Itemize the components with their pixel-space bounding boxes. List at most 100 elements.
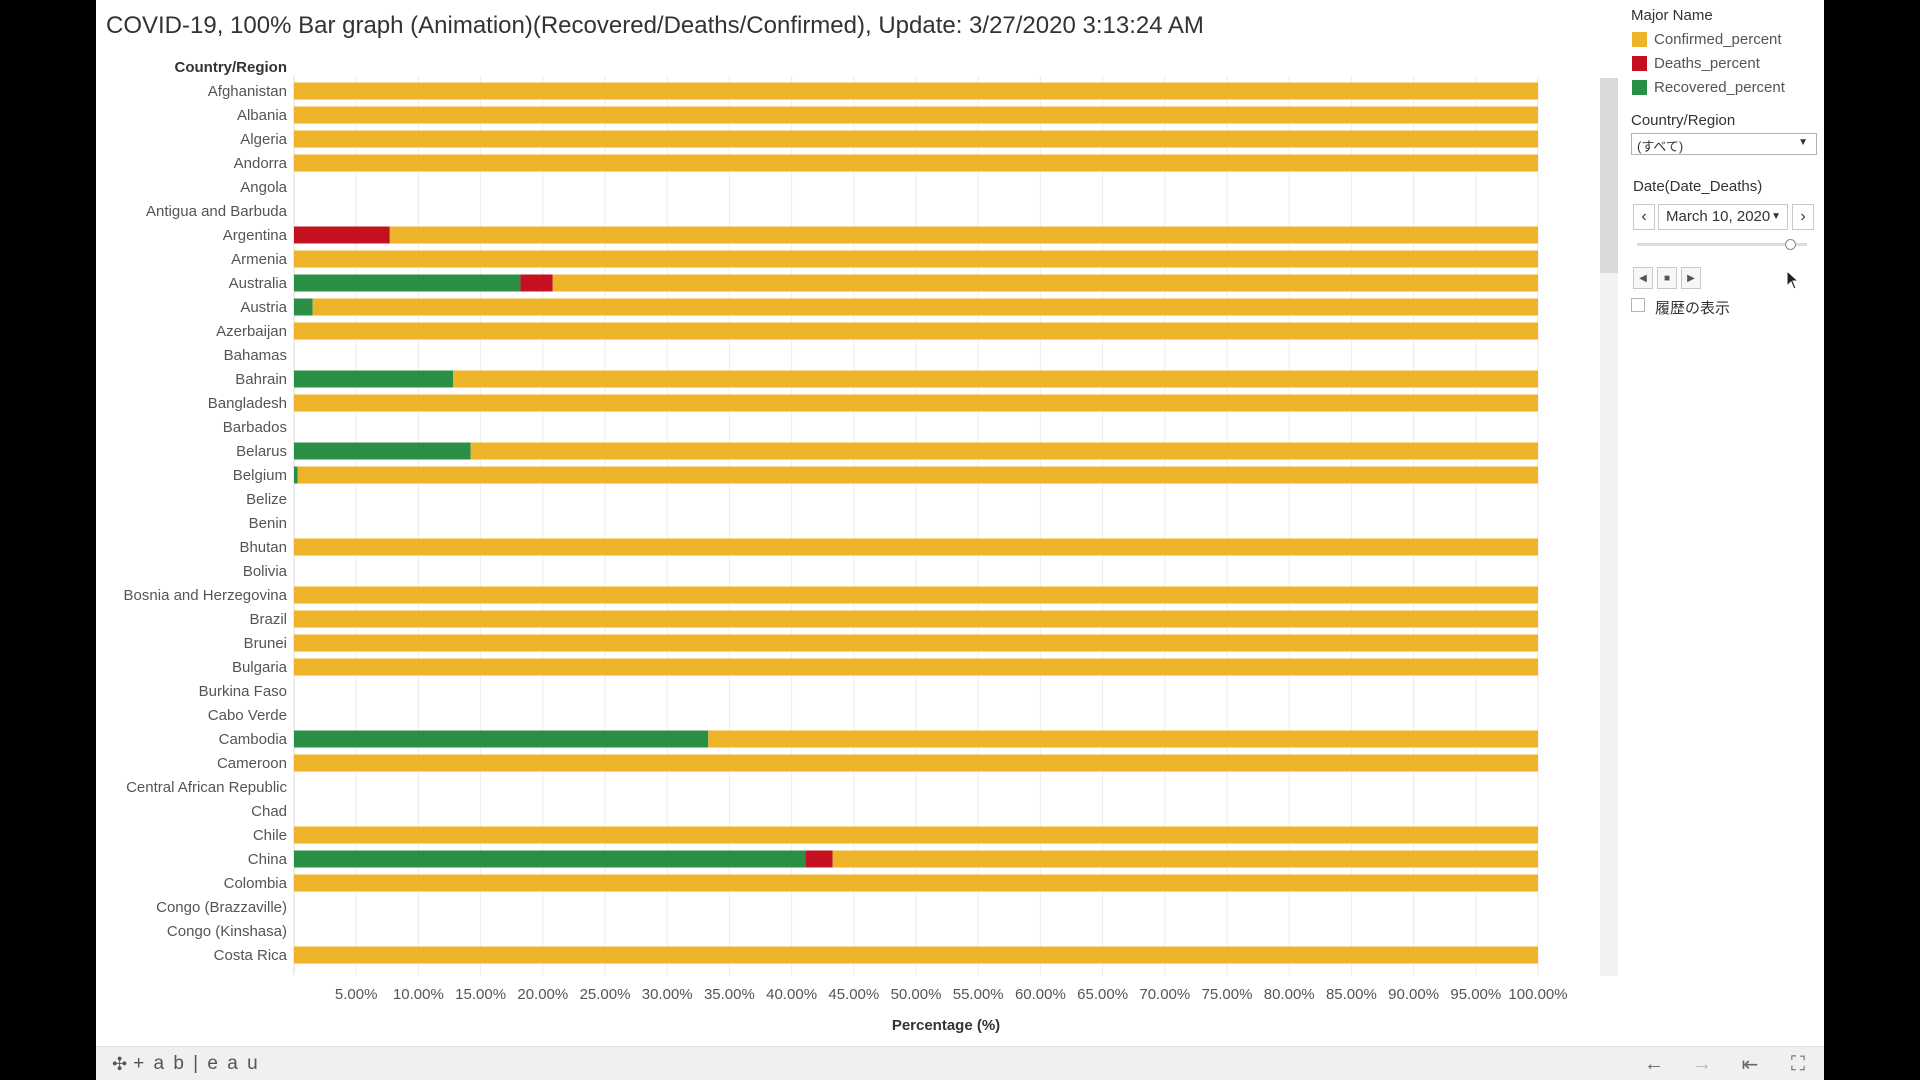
country-label: Benin [249, 515, 287, 532]
country-filter-value: (すべて) [1637, 139, 1684, 154]
x-tick-label: 45.00% [828, 986, 879, 1003]
next-date-button[interactable]: › [1792, 204, 1814, 230]
bar-segment-recovered-percent[interactable] [294, 442, 471, 460]
legend-item-recovered[interactable]: Recovered_percent [1632, 77, 1785, 97]
bar-segment-recovered-percent[interactable] [294, 274, 521, 292]
chevron-down-icon: ▼ [1798, 137, 1808, 148]
country-label: Bulgaria [232, 659, 288, 676]
date-slider-track[interactable] [1637, 243, 1807, 246]
bar-segment-confirmed-percent[interactable] [294, 634, 1538, 652]
fullscreen-icon: ⛶ [1791, 1052, 1805, 1075]
grid-lines [293, 76, 1539, 975]
date-value: March 10, 2020 [1666, 208, 1771, 225]
legend-item-confirmed[interactable]: Confirmed_percent [1632, 29, 1782, 49]
scrollbar-thumb[interactable] [1600, 78, 1618, 273]
x-tick-label: 50.00% [891, 986, 942, 1003]
prev-date-button[interactable]: ‹ [1633, 204, 1655, 230]
play-forward-button[interactable]: ▶ [1681, 267, 1701, 289]
bar-segment-deaths-percent[interactable] [805, 850, 833, 868]
bar-segment-confirmed-percent[interactable] [312, 298, 1538, 316]
bottom-toolbar: ✣ + a b | e a u ← → ⇤ ⛶ [96, 1046, 1824, 1080]
country-label: Barbados [223, 419, 287, 436]
x-tick-label: 55.00% [953, 986, 1004, 1003]
country-label: Brunei [244, 635, 287, 652]
fullscreen-button[interactable]: ⛶ [1786, 1052, 1810, 1076]
bar-segment-confirmed-percent[interactable] [297, 466, 1539, 484]
bar-segment-recovered-percent[interactable] [294, 298, 313, 316]
bar-segment-confirmed-percent[interactable] [294, 874, 1538, 892]
bar-segment-confirmed-percent[interactable] [294, 586, 1538, 604]
country-label: Afghanistan [208, 83, 287, 100]
bar-segment-confirmed-percent[interactable] [832, 850, 1538, 868]
x-tick-label: 95.00% [1450, 986, 1501, 1003]
bar-segment-confirmed-percent[interactable] [389, 226, 1539, 244]
bar-segment-confirmed-percent[interactable] [552, 274, 1538, 292]
bar-segment-confirmed-percent[interactable] [708, 730, 1538, 748]
x-tick-label: 10.00% [393, 986, 444, 1003]
x-tick-label: 80.00% [1264, 986, 1315, 1003]
stop-icon: ■ [1663, 272, 1671, 284]
country-label: Albania [237, 107, 288, 124]
redo-button[interactable]: → [1690, 1052, 1714, 1076]
chart-scrollbar[interactable] [1600, 78, 1618, 976]
legend-item-deaths[interactable]: Deaths_percent [1632, 53, 1760, 73]
country-label: Andorra [234, 155, 288, 172]
legend-label: Recovered_percent [1654, 78, 1785, 96]
country-label: Belize [246, 491, 287, 508]
x-tick-label: 25.00% [580, 986, 631, 1003]
mouse-cursor-icon [1786, 270, 1800, 290]
legend-swatch-deaths [1632, 55, 1647, 71]
bar-segment-confirmed-percent[interactable] [294, 154, 1538, 172]
bar-segment-confirmed-percent[interactable] [294, 826, 1538, 844]
country-label: Cabo Verde [208, 707, 287, 724]
undo-button[interactable]: ← [1642, 1052, 1666, 1076]
bar-segment-recovered-percent[interactable] [294, 730, 709, 748]
country-label: Belgium [233, 467, 287, 484]
bars[interactable] [294, 82, 1539, 964]
history-checkbox[interactable] [1631, 298, 1645, 312]
x-tick-label: 15.00% [455, 986, 506, 1003]
country-label: Cameroon [217, 755, 287, 772]
x-tick-label: 35.00% [704, 986, 755, 1003]
x-tick-label: 65.00% [1077, 986, 1128, 1003]
bar-segment-confirmed-percent[interactable] [294, 538, 1538, 556]
arrow-left-icon: ← [1644, 1052, 1664, 1075]
revert-button[interactable]: ⇤ [1738, 1052, 1762, 1076]
bar-segment-confirmed-percent[interactable] [294, 322, 1538, 340]
bar-segment-recovered-percent[interactable] [294, 466, 298, 484]
bar-segment-confirmed-percent[interactable] [294, 946, 1538, 964]
country-label: Angola [240, 179, 287, 196]
country-label: Antigua and Barbuda [146, 203, 288, 220]
bar-segment-confirmed-percent[interactable] [294, 754, 1538, 772]
tableau-logo[interactable]: ✣ + a b | e a u [112, 1053, 260, 1075]
bar-segment-deaths-percent[interactable] [294, 226, 390, 244]
bar-segment-confirmed-percent[interactable] [294, 130, 1538, 148]
bar-segment-recovered-percent[interactable] [294, 850, 806, 868]
country-label: Burkina Faso [199, 683, 287, 700]
country-label: Armenia [231, 251, 288, 268]
bar-segment-recovered-percent[interactable] [294, 370, 454, 388]
bar-segment-confirmed-percent[interactable] [294, 106, 1538, 124]
bar-segment-deaths-percent[interactable] [520, 274, 553, 292]
country-label: Cambodia [219, 731, 288, 748]
date-slider-thumb[interactable] [1785, 239, 1796, 250]
bar-segment-confirmed-percent[interactable] [470, 442, 1539, 460]
country-filter-dropdown[interactable]: (すべて) ▼ [1631, 133, 1817, 155]
bar-segment-confirmed-percent[interactable] [294, 394, 1538, 412]
play-backward-button[interactable]: ◀ [1633, 267, 1653, 289]
bar-segment-confirmed-percent[interactable] [294, 610, 1538, 628]
bar-chart: Afghanistan Albania Algeria Andorra Angola An… [124, 59, 1568, 1034]
bar-segment-confirmed-percent[interactable] [294, 82, 1538, 100]
bar-segment-confirmed-percent[interactable] [294, 250, 1538, 268]
x-tick-label: 20.00% [517, 986, 568, 1003]
date-dropdown[interactable]: March 10, 2020 ▼ [1658, 204, 1788, 230]
x-tick-label: 75.00% [1202, 986, 1253, 1003]
bar-segment-confirmed-percent[interactable] [453, 370, 1539, 388]
country-label: Azerbaijan [216, 323, 287, 340]
country-label: Costa Rica [214, 947, 288, 964]
bar-segment-confirmed-percent[interactable] [294, 658, 1538, 676]
country-label: Bosnia and Herzegovina [124, 587, 288, 604]
legend-swatch-confirmed [1632, 31, 1647, 47]
stop-button[interactable]: ■ [1657, 267, 1677, 289]
country-filter-title: Country/Region [1631, 112, 1736, 129]
